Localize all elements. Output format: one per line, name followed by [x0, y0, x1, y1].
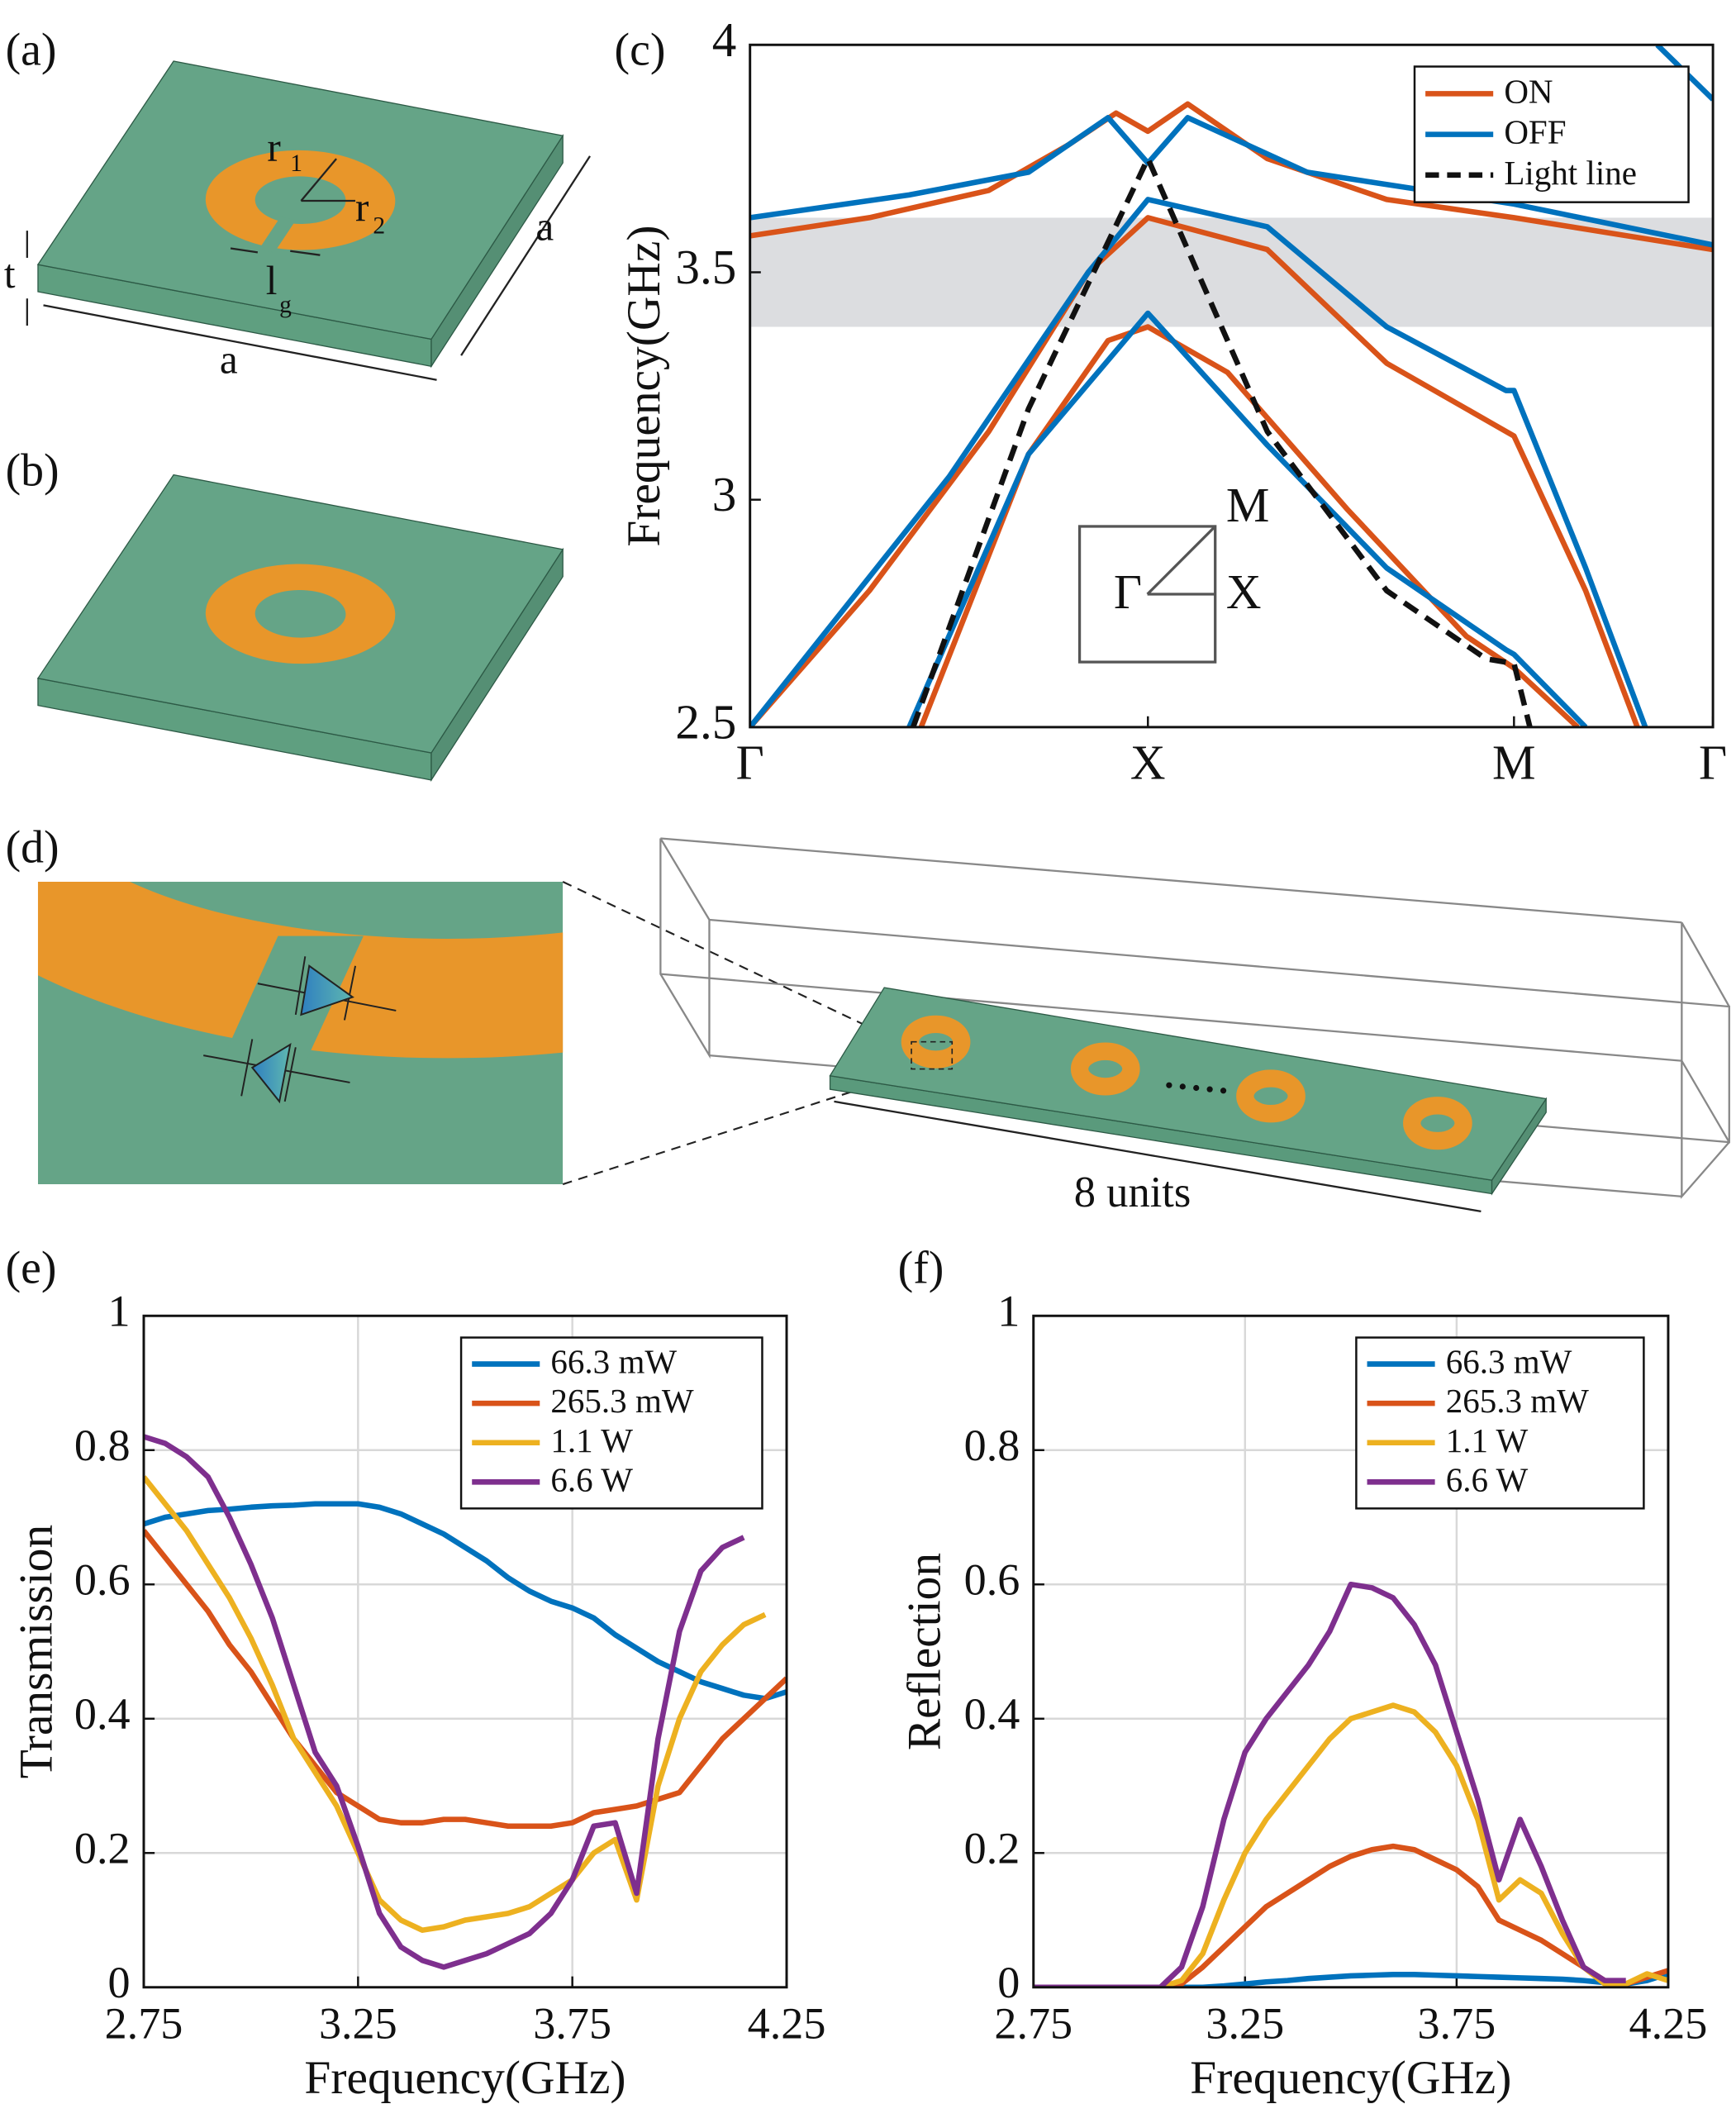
- x-tick-label: 4.25: [748, 1998, 826, 2048]
- legend-label: ON: [1504, 72, 1553, 110]
- dimension-label: t: [4, 251, 16, 297]
- x-tick-label: M: [1492, 735, 1536, 790]
- panel-label: (e): [6, 1243, 57, 1294]
- legend-label: 1.1 W: [1446, 1421, 1529, 1459]
- y-tick-label: 0.8: [74, 1421, 131, 1470]
- y-tick-label: 0: [107, 1958, 130, 2007]
- series-line: [911, 155, 1533, 727]
- x-tick-label: 2.75: [105, 1998, 183, 2048]
- x-tick-label: 3.75: [1417, 1998, 1496, 2048]
- y-tick-label: 3.5: [675, 240, 736, 294]
- legend-label: 6.6 W: [550, 1460, 633, 1498]
- panel-label: (c): [615, 25, 666, 76]
- legend-label: 66.3 mW: [1446, 1343, 1572, 1381]
- legend-label: 66.3 mW: [550, 1343, 677, 1381]
- panel-labels: (a) (b) (c) (d) (e) (f): [6, 25, 944, 1294]
- x-axis-label: Frequency(GHz): [1190, 2052, 1511, 2104]
- axes-box: [142, 1314, 788, 1989]
- dimension-label: r: [267, 125, 280, 170]
- axes-box: [749, 43, 1715, 729]
- unit-cell-b: [36, 474, 564, 783]
- dimension-subscript: 1: [290, 150, 302, 177]
- y-axis-label: Reflection: [899, 1553, 951, 1750]
- y-tick-label: 2.5: [675, 694, 736, 749]
- legend-label: 265.3 mW: [1446, 1382, 1589, 1420]
- x-tick-label: X: [1130, 735, 1166, 790]
- legend-label: Light line: [1504, 154, 1637, 192]
- gap-inset: [37, 882, 564, 1185]
- series-line: [749, 45, 1714, 727]
- series-line: [749, 101, 1714, 727]
- x-tick-label: 3.75: [533, 1998, 611, 2048]
- x-tick-label: 4.25: [1629, 1998, 1708, 2048]
- series-line: [1033, 1581, 1626, 1987]
- series-line: [1033, 1971, 1668, 1987]
- series-line: [143, 1501, 787, 1702]
- legend-label: OFF: [1504, 113, 1566, 151]
- x-tick-label: 3.25: [1206, 1998, 1284, 2048]
- y-axis-label: Transmission: [10, 1525, 62, 1779]
- x-axis-label: Frequency(GHz): [304, 2052, 625, 2104]
- y-tick-label: 0.2: [74, 1824, 131, 1873]
- chart-panel: 0 0.2 0.4 0.6 0.8 1 2.75 3.25 3.75 4.25 Transmissi…: [10, 1287, 825, 2104]
- symmetry-label: M: [1226, 478, 1270, 532]
- y-tick-label: 1: [107, 1287, 130, 1336]
- series-line: [143, 1529, 787, 1830]
- band-gap: [749, 217, 1714, 327]
- connector-lines: [562, 881, 906, 1186]
- y-tick-label: 0.4: [74, 1689, 131, 1739]
- y-tick-label: 0.2: [964, 1824, 1020, 1873]
- axes-box: [1032, 1314, 1670, 1989]
- series-line: [1033, 1843, 1668, 1987]
- unit-cell-a: r 1 r 2 l g t a a: [4, 60, 591, 382]
- x-tick-label: 2.75: [994, 1998, 1073, 2048]
- legend-label: 6.6 W: [1446, 1460, 1529, 1498]
- y-tick-label: 0.8: [964, 1421, 1020, 1470]
- panel-label: (d): [6, 822, 59, 873]
- y-tick-label: 4: [712, 12, 737, 67]
- y-tick-label: 0.4: [964, 1689, 1020, 1739]
- x-tick-label: Γ: [1699, 735, 1727, 790]
- y-tick-label: 0.6: [964, 1555, 1020, 1605]
- series-line: [143, 1434, 745, 1970]
- dimension-label: a: [220, 336, 238, 382]
- series-line: [143, 1475, 767, 1933]
- panel-label: (a): [6, 25, 57, 76]
- x-tick-label: Γ: [736, 735, 764, 790]
- symmetry-label: X: [1226, 564, 1262, 619]
- y-tick-label: 3: [712, 467, 737, 521]
- symmetry-label: Γ: [1114, 564, 1142, 619]
- panel-label: (f): [898, 1243, 944, 1294]
- dimension-label: r: [355, 184, 369, 230]
- y-tick-label: 0.6: [74, 1555, 131, 1605]
- unit-count-label: 8 units: [1074, 1169, 1191, 1216]
- chart-panel: 0 0.2 0.4 0.6 0.8 1 2.75 3.25 3.75 4.25 Reflection…: [899, 1287, 1708, 2104]
- series-line: [1033, 1702, 1668, 1987]
- panel-label: (b): [6, 445, 59, 496]
- y-axis-label: Frequency(GHz): [618, 226, 670, 547]
- x-tick-label: 3.25: [319, 1998, 397, 2048]
- dimension-label: l: [266, 258, 278, 303]
- brillouin-path: [1146, 525, 1216, 596]
- y-tick-label: 1: [997, 1287, 1020, 1336]
- dimension-label: a: [535, 203, 554, 249]
- legend-label: 1.1 W: [550, 1421, 633, 1459]
- dimension-subscript: g: [279, 292, 292, 318]
- waveguide: 8 units: [659, 837, 1730, 1216]
- y-tick-label: 0: [997, 1958, 1020, 2007]
- legend-label: 265.3 mW: [550, 1382, 693, 1420]
- dimension-subscript: 2: [373, 213, 385, 240]
